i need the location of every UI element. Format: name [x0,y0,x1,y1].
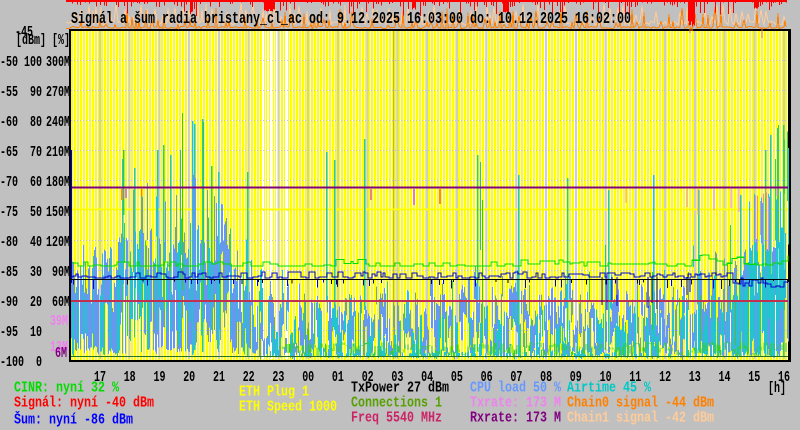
svg-text:CPU load 50 %: CPU load 50 % [470,380,562,397]
svg-text:60: 60 [30,174,42,191]
svg-text:-95: -95 [0,324,18,341]
svg-text:Signál: nyní -40 dBm: Signál: nyní -40 dBm [14,395,154,412]
svg-text:Chain0 signal -44 dBm: Chain0 signal -44 dBm [567,395,714,412]
svg-text:240M: 240M [46,114,70,131]
svg-text:ETH Speed 1000: ETH Speed 1000 [239,399,337,416]
svg-text:01: 01 [332,369,344,386]
svg-text:Connections 1: Connections 1 [351,395,442,412]
svg-text:-90: -90 [0,294,18,311]
svg-text:150M: 150M [46,204,70,221]
svg-text:06: 06 [481,369,493,386]
svg-text:TxPower 27 dBm: TxPower 27 dBm [351,380,449,397]
svg-text:19: 19 [154,369,166,386]
svg-text:Šum: nyní -86 dBm: Šum: nyní -86 dBm [14,411,133,429]
svg-text:-80: -80 [0,234,18,251]
svg-text:30: 30 [30,264,42,281]
svg-text:6M: 6M [55,345,67,362]
svg-text:12: 12 [659,369,671,386]
svg-text:120M: 120M [46,234,70,251]
svg-text:22: 22 [243,369,255,386]
svg-text:04: 04 [421,369,433,386]
svg-text:13: 13 [689,369,701,386]
svg-text:21: 21 [213,369,225,386]
svg-text:-60: -60 [0,114,18,131]
svg-text:00: 00 [302,369,314,386]
svg-text:14: 14 [719,369,731,386]
svg-text:09: 09 [570,369,582,386]
svg-text:90: 90 [30,84,42,101]
svg-text:100: 100 [24,54,42,71]
svg-text:02: 02 [362,369,374,386]
svg-text:180M: 180M [46,174,70,191]
svg-text:-100: -100 [0,354,24,371]
svg-text:39M: 39M [50,313,68,330]
svg-text:50: 50 [30,204,42,221]
svg-text:ETH Plug 1: ETH Plug 1 [239,384,309,401]
svg-text:CINR: nyní 32 %: CINR: nyní 32 % [14,380,120,397]
svg-text:-45: -45 [15,24,33,41]
svg-text:Airtime 45 %: Airtime 45 % [567,380,652,397]
svg-text:23: 23 [272,369,284,386]
svg-text:-75: -75 [0,204,18,221]
svg-text:80: 80 [30,114,42,131]
svg-text:Txrate: 173 M: Txrate: 173 M [470,395,561,412]
svg-text:210M: 210M [46,144,70,161]
svg-text:270M: 270M [46,84,70,101]
svg-text:40: 40 [30,234,42,251]
svg-text:20: 20 [30,294,42,311]
svg-text:60M: 60M [52,294,70,311]
svg-text:15: 15 [748,369,760,386]
svg-text:13M: 13M [50,339,68,356]
svg-text:-70: -70 [0,174,18,191]
svg-text:Freq 5540 MHz: Freq 5540 MHz [351,410,442,427]
svg-text:10: 10 [30,324,42,341]
svg-text:300M: 300M [46,54,70,71]
svg-text:16: 16 [778,369,790,386]
svg-text:08: 08 [540,369,552,386]
svg-text:-50: -50 [0,54,18,71]
svg-text:10: 10 [600,369,612,386]
svg-text:20: 20 [183,369,195,386]
svg-text:-55: -55 [0,84,18,101]
svg-text:90M: 90M [52,264,70,281]
svg-text:18: 18 [124,369,136,386]
svg-text:07: 07 [510,369,522,386]
svg-text:-85: -85 [0,264,18,281]
svg-text:Signál a šum radia bristany_cl: Signál a šum radia bristany_cl_ac od: 9.… [71,10,631,29]
svg-text:17: 17 [94,369,106,386]
svg-text:11: 11 [629,369,641,386]
svg-text:05: 05 [451,369,463,386]
svg-text:70: 70 [30,144,42,161]
svg-text:[dBm] [%]: [dBm] [%] [16,32,70,49]
svg-text:0: 0 [36,354,42,371]
svg-text:-65: -65 [0,144,18,161]
svg-text:03: 03 [391,369,403,386]
svg-text:[h]: [h] [768,380,786,397]
svg-text:Chain1 signal -42 dBm: Chain1 signal -42 dBm [567,410,714,427]
svg-text:Rxrate: 173 M: Rxrate: 173 M [470,410,561,427]
